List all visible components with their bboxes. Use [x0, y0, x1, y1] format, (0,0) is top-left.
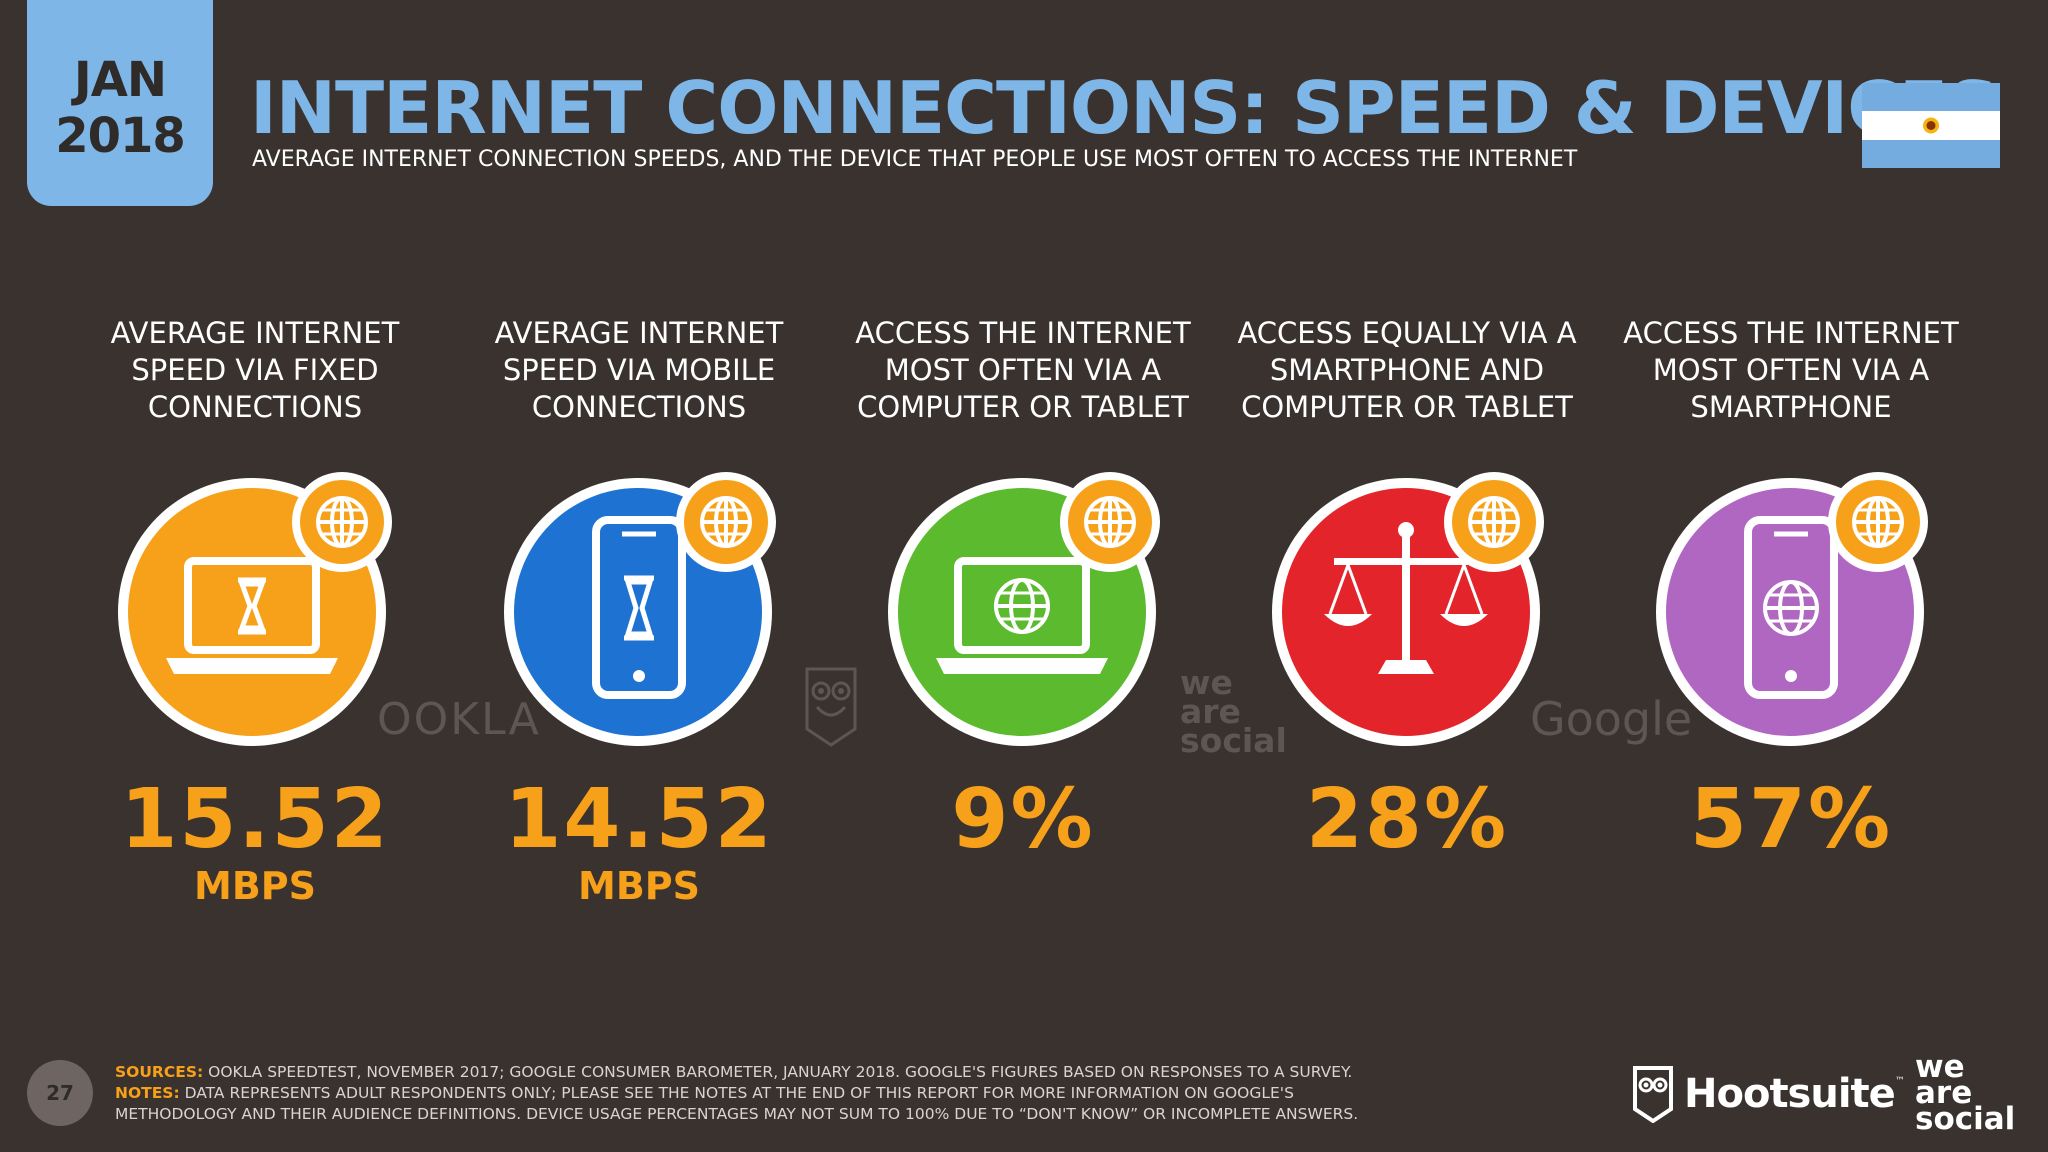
- stat-column-smartphone: ACCESS THE INTERNET MOST OFTEN VIA A SMA…: [1611, 315, 1971, 865]
- we-are-social-logo: we are social: [1915, 1049, 2016, 1137]
- sources-line: SOURCES: OOKLA SPEEDTEST, NOVEMBER 2017;…: [115, 1062, 1395, 1083]
- page-number: 27: [27, 1060, 93, 1126]
- stat-value: 57%: [1689, 772, 1893, 867]
- hootsuite-trademark: ™: [1894, 1076, 1905, 1087]
- page-subtitle: AVERAGE INTERNET CONNECTION SPEEDS, AND …: [252, 147, 1578, 172]
- stat-value: 9%: [951, 772, 1095, 867]
- stat-label: ACCESS THE INTERNET MOST OFTEN VIA A COM…: [855, 316, 1191, 424]
- laptop-globe-icon: [888, 472, 1160, 746]
- argentina-flag-icon: [1862, 83, 2000, 168]
- hootsuite-logo: Hootsuite ™: [1632, 1064, 1905, 1124]
- date-year: 2018: [55, 108, 186, 164]
- ookla-watermark: OOKLA: [377, 694, 541, 745]
- sources-label: SOURCES:: [115, 1063, 204, 1081]
- stat-label: AVERAGE INTERNET SPEED VIA FIXED CONNECT…: [110, 316, 400, 424]
- wm-social: social: [1180, 721, 1287, 760]
- notes-label: NOTES:: [115, 1084, 180, 1102]
- wm-we: we: [1180, 663, 1233, 702]
- notes-line: NOTES: DATA REPRESENTS ADULT RESPONDENTS…: [115, 1083, 1395, 1125]
- stat-column-mobile-speed: AVERAGE INTERNET SPEED VIA MOBILE CONNEC…: [459, 315, 819, 908]
- scales-icon: [1272, 472, 1544, 746]
- phone-globe-icon: [1656, 472, 1928, 746]
- google-watermark: Google: [1530, 692, 1693, 746]
- stat-label: AVERAGE INTERNET SPEED VIA MOBILE CONNEC…: [494, 316, 784, 424]
- stat-value: 15.52: [120, 772, 390, 867]
- footer-notes: SOURCES: OOKLA SPEEDTEST, NOVEMBER 2017;…: [115, 1062, 1395, 1125]
- logo-social: social: [1915, 1101, 2016, 1137]
- stat-label: ACCESS EQUALLY VIA A SMARTPHONE AND COMP…: [1237, 316, 1577, 424]
- logo-are: are: [1915, 1075, 1973, 1111]
- owl-watermark-icon: [805, 667, 857, 747]
- stat-column-fixed-speed: AVERAGE INTERNET SPEED VIA FIXED CONNECT…: [75, 315, 435, 908]
- stat-unit: MBPS: [194, 864, 316, 908]
- stat-unit: MBPS: [578, 864, 700, 908]
- wm-are: are: [1180, 692, 1241, 731]
- logo-we: we: [1915, 1049, 1965, 1085]
- notes-text: DATA REPRESENTS ADULT RESPONDENTS ONLY; …: [115, 1084, 1359, 1123]
- date-month: JAN: [73, 52, 167, 108]
- phone-hourglass-icon: [504, 472, 776, 746]
- hootsuite-wordmark: Hootsuite: [1684, 1071, 1896, 1117]
- we-are-social-watermark: we are social: [1180, 663, 1287, 760]
- stat-column-equal-access: ACCESS EQUALLY VIA A SMARTPHONE AND COMP…: [1227, 315, 1587, 865]
- stat-label: ACCESS THE INTERNET MOST OFTEN VIA A SMA…: [1623, 316, 1959, 424]
- hootsuite-owl-icon: [1633, 1066, 1673, 1123]
- sources-text: OOKLA SPEEDTEST, NOVEMBER 2017; GOOGLE C…: [208, 1063, 1353, 1081]
- stat-value: 14.52: [504, 772, 774, 867]
- laptop-hourglass-icon: [118, 472, 392, 746]
- stat-column-computer-tablet: ACCESS THE INTERNET MOST OFTEN VIA A COM…: [843, 315, 1203, 865]
- date-tab: JAN 2018: [27, 0, 213, 206]
- stat-value: 28%: [1305, 772, 1509, 867]
- page-title: INTERNET CONNECTIONS: SPEED & DEVICES: [250, 66, 1999, 150]
